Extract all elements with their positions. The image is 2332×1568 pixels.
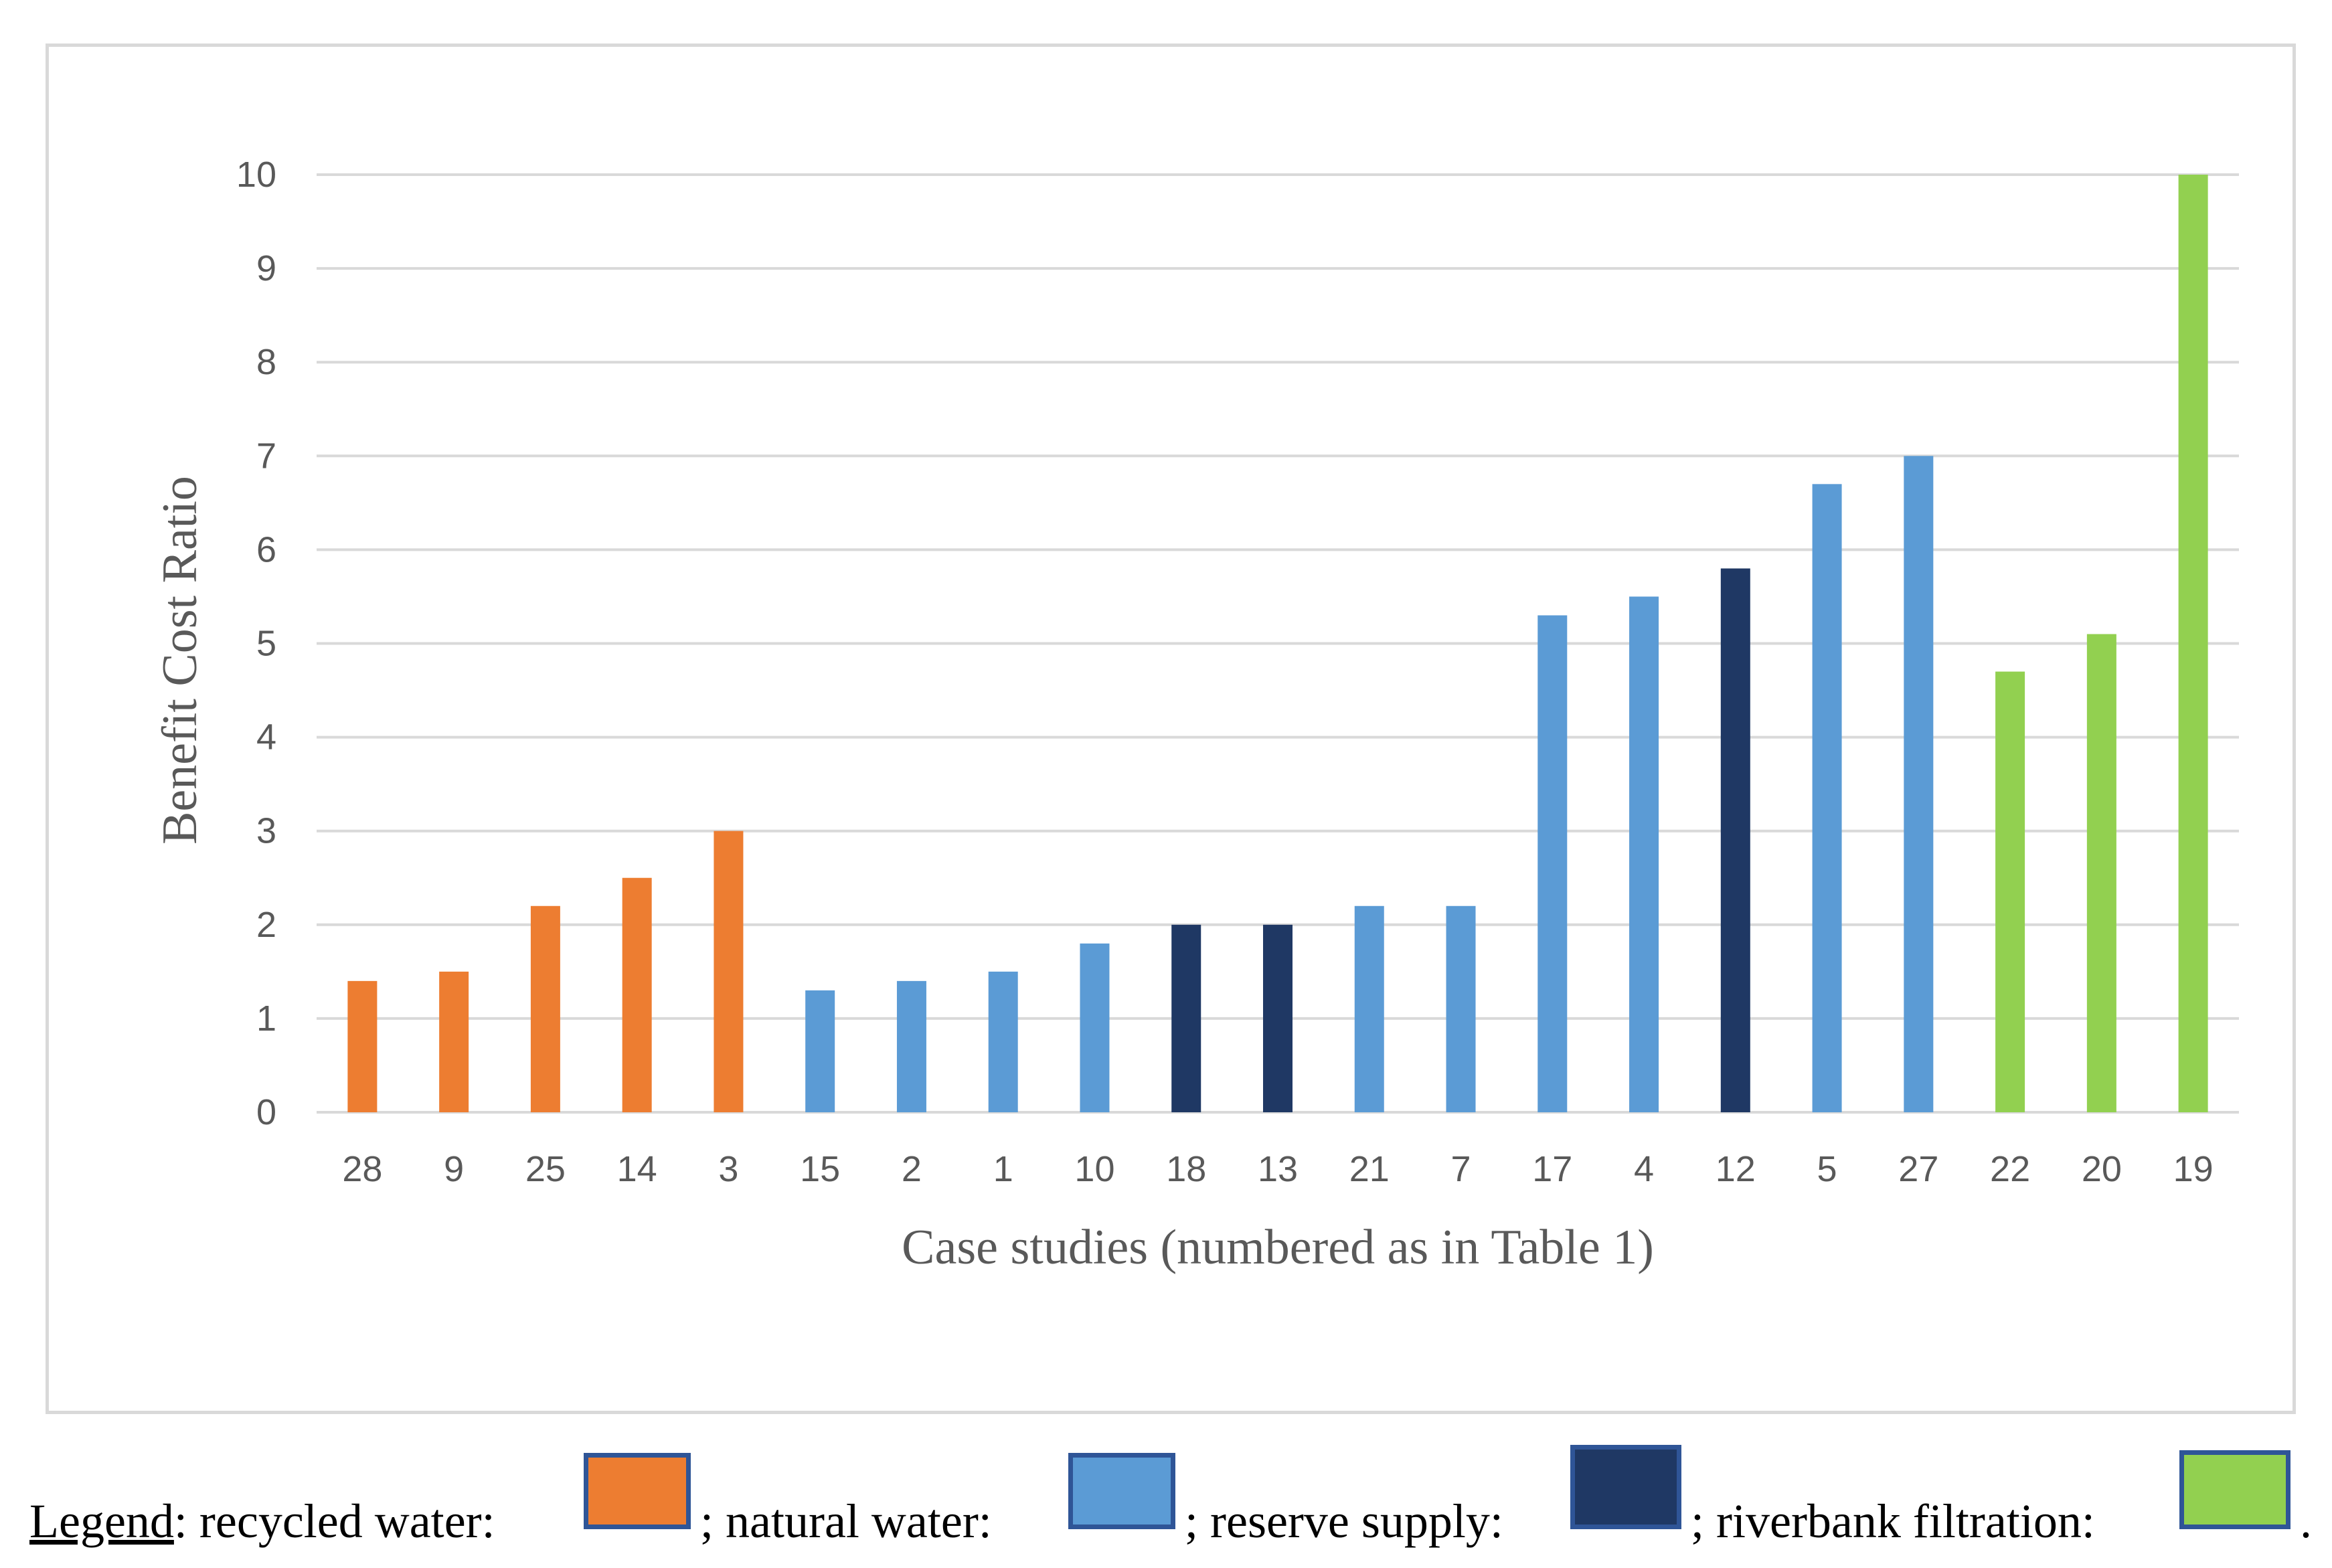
bars <box>347 175 2208 1112</box>
bar-case-19 <box>2178 175 2208 1112</box>
bar-case-2 <box>896 980 926 1112</box>
bar-case-4 <box>1629 596 1659 1112</box>
x-tick-label: 18 <box>1166 1149 1206 1189</box>
chart-frame: 0 1 2 3 4 5 6 7 8 9 10 28 9 25 14 3 15 2 1 10 18 13 21 7 17 4 12 5… <box>46 43 2296 1414</box>
bar-case-25 <box>530 905 560 1112</box>
x-tick-label: 17 <box>1532 1149 1572 1189</box>
bar-case-7 <box>1446 905 1476 1112</box>
legend-separator: ; <box>1691 1494 1705 1548</box>
y-tick-label: 3 <box>256 811 276 851</box>
y-tick-label: 8 <box>256 342 276 382</box>
x-tick-label: 3 <box>718 1149 738 1189</box>
y-tick-label: 4 <box>256 717 276 758</box>
bar-case-13 <box>1263 924 1293 1112</box>
bar-case-22 <box>1995 671 2025 1112</box>
y-tick-label: 9 <box>256 248 276 288</box>
x-tick-label: 15 <box>800 1149 840 1189</box>
bar-case-15 <box>805 990 835 1112</box>
bar-case-28 <box>347 980 378 1112</box>
legend-title-colon: : <box>173 1494 187 1548</box>
legend-label-riverbank-filtration: riverbank filtration: <box>1704 1494 2095 1548</box>
y-tick-label: 7 <box>256 436 276 476</box>
x-tick-label: 10 <box>1074 1149 1114 1189</box>
y-tick-label: 1 <box>256 998 276 1039</box>
x-tick-label: 1 <box>993 1149 1013 1189</box>
legend-swatch-riverbank-filtration <box>2179 1450 2291 1529</box>
legend-entry-natural-water: ; natural water: <box>700 1494 992 1548</box>
bar-case-21 <box>1354 905 1384 1112</box>
legend-title: Legend <box>29 1494 174 1548</box>
bar-case-20 <box>2086 634 2116 1112</box>
legend-prefix: Legend: recycled water: <box>29 1494 495 1548</box>
bar-case-27 <box>1904 456 1934 1112</box>
bar-case-17 <box>1537 615 1568 1112</box>
y-tick-label: 2 <box>256 905 276 945</box>
x-tick-label: 22 <box>1990 1149 2030 1189</box>
bar-case-10 <box>1080 943 1110 1112</box>
bar-case-18 <box>1171 924 1201 1112</box>
legend-swatch-reserve-supply <box>1570 1445 1681 1529</box>
y-axis-title: Benefit Cost Ratio <box>153 476 207 845</box>
legend-entry-reserve-supply: ; reserve supply: <box>1185 1494 1503 1548</box>
legend-separator: ; <box>1185 1494 1199 1548</box>
legend-entry-riverbank-filtration: ; riverbank filtration: <box>1691 1494 2095 1548</box>
x-tick-label: 19 <box>2173 1149 2214 1189</box>
x-tick-label: 7 <box>1451 1149 1471 1189</box>
x-tick-label: 13 <box>1258 1149 1298 1189</box>
x-tick-label: 2 <box>902 1149 922 1189</box>
x-tick-label: 28 <box>342 1149 382 1189</box>
x-tick-label: 9 <box>444 1149 464 1189</box>
bar-case-1 <box>988 971 1018 1112</box>
y-tick-label: 6 <box>256 529 276 570</box>
y-tick-label: 5 <box>256 624 276 664</box>
legend-label-recycled-water: recycled water: <box>187 1494 495 1548</box>
x-tick-label: 4 <box>1634 1149 1654 1189</box>
legend-separator: ; <box>700 1494 714 1548</box>
x-axis-title: Case studies (numbered as in Table 1) <box>902 1220 1654 1275</box>
x-axis-tick-labels: 28 9 25 14 3 15 2 1 10 18 13 21 7 17 4 12 5 27 22 20 19 <box>342 1149 2213 1189</box>
x-tick-label: 27 <box>1898 1149 1938 1189</box>
y-tick-label: 0 <box>256 1092 276 1132</box>
bar-case-14 <box>622 877 652 1112</box>
legend-swatch-natural-water <box>1068 1453 1175 1529</box>
x-tick-label: 5 <box>1817 1149 1837 1189</box>
x-tick-label: 14 <box>617 1149 657 1189</box>
x-tick-label: 12 <box>1716 1149 1756 1189</box>
x-tick-label: 20 <box>2082 1149 2122 1189</box>
bar-case-5 <box>1812 484 1842 1112</box>
bar-case-3 <box>714 831 744 1112</box>
bar-case-12 <box>1720 568 1750 1112</box>
legend: Legend: recycled water: ; natural water:… <box>29 1442 2319 1548</box>
y-axis-tick-labels: 0 1 2 3 4 5 6 7 8 9 10 <box>236 155 276 1132</box>
legend-swatch-recycled-water <box>584 1453 691 1529</box>
bar-case-9 <box>439 971 469 1112</box>
legend-label-reserve-supply: reserve supply: <box>1198 1494 1503 1548</box>
legend-end-period: . <box>2300 1494 2312 1548</box>
x-tick-label: 21 <box>1349 1149 1390 1189</box>
x-tick-label: 25 <box>525 1149 566 1189</box>
y-tick-label: 10 <box>236 155 276 195</box>
legend-label-natural-water: natural water: <box>714 1494 992 1548</box>
